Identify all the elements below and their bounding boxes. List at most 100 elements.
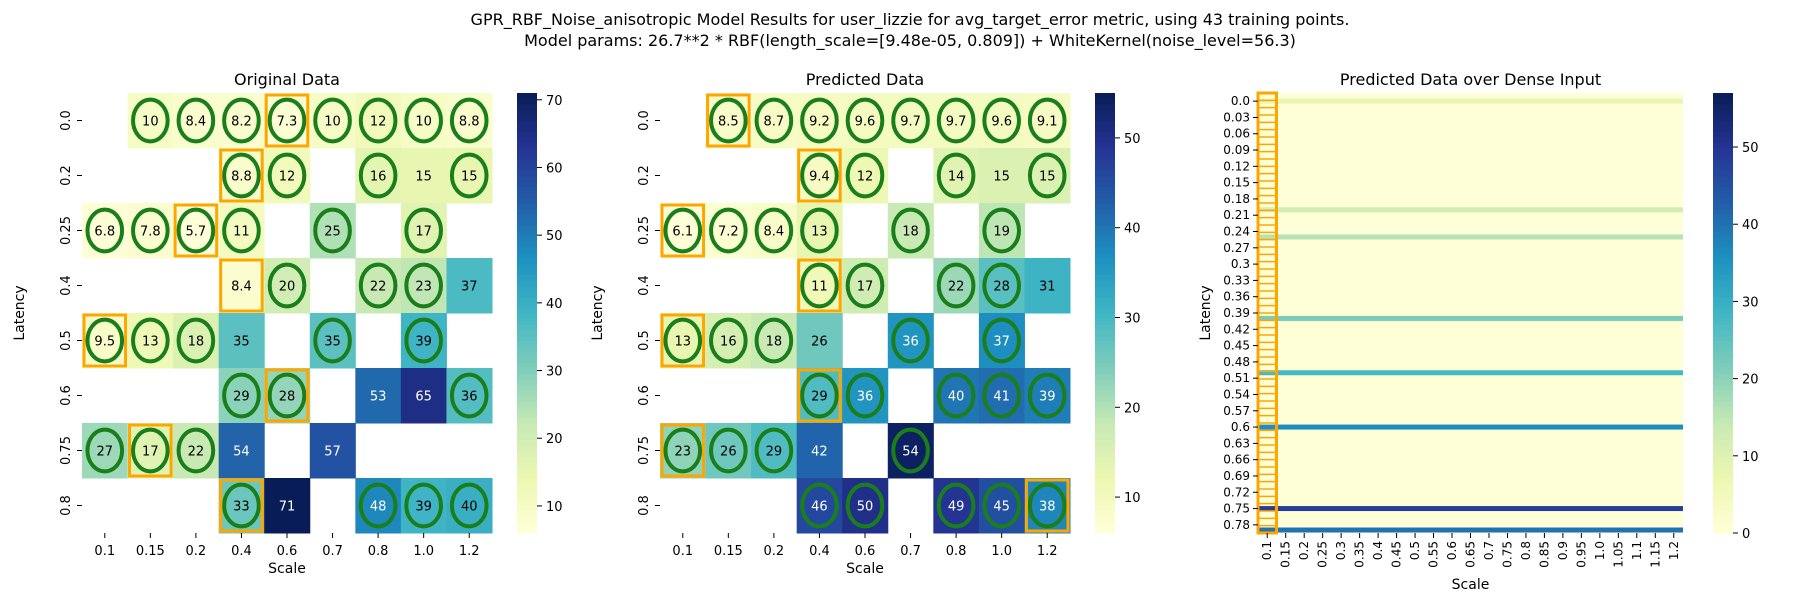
cell-value-label: 7.3 xyxy=(277,115,298,130)
training-point-circle xyxy=(222,97,261,144)
colorbar-segment xyxy=(1713,230,1733,237)
colorbar-segment xyxy=(1713,291,1733,298)
colorbar-segment xyxy=(517,379,537,386)
colorbar-segment xyxy=(1095,137,1115,144)
cell-value-label: 10 xyxy=(324,115,341,130)
x-tick-label: 0.2 xyxy=(1297,541,1311,560)
colorbar-segment xyxy=(1713,186,1733,193)
colorbar-segment xyxy=(517,516,537,523)
heatmap-cell xyxy=(218,258,265,314)
colorbar-segment xyxy=(1095,186,1115,193)
x-tick-label: 0.4 xyxy=(1371,541,1385,560)
training-point-circle xyxy=(936,372,976,419)
colorbar-segment xyxy=(1713,208,1733,215)
y-tick-label: 0.18 xyxy=(1223,192,1250,206)
colorbar-segment xyxy=(1713,142,1733,149)
heatmap-cell xyxy=(218,423,265,479)
training-point-circle xyxy=(313,207,352,254)
colorbar-segment xyxy=(1095,346,1115,353)
colorbar-segment xyxy=(1095,258,1115,265)
colorbar-segment xyxy=(517,170,537,177)
colorbar-segment xyxy=(1713,219,1733,226)
cell-value-label: 50 xyxy=(857,500,874,515)
cell-value-label: 36 xyxy=(902,335,919,350)
training-point-circle xyxy=(267,372,307,419)
cell-value-label: 9.5 xyxy=(94,335,115,350)
x-tick-label: 0.5 xyxy=(1408,541,1422,560)
colorbar-segment xyxy=(517,500,537,507)
colorbar-segment xyxy=(1095,247,1115,254)
colorbar-segment xyxy=(1095,225,1115,232)
cell-value-label: 33 xyxy=(233,500,250,515)
training-point-circle xyxy=(222,372,261,419)
colorbar-segment xyxy=(1713,307,1733,314)
colorbar-segment xyxy=(517,412,537,419)
colorbar-tick-label: 10 xyxy=(546,500,563,515)
colorbar-segment xyxy=(1095,175,1115,182)
cell-value-label: 36 xyxy=(461,390,478,405)
colorbar-segment xyxy=(1095,274,1115,281)
colorbar-segment xyxy=(1095,203,1115,210)
cell-value-label: 40 xyxy=(461,500,478,515)
cell-value-label: 48 xyxy=(370,500,387,515)
colorbar-segment xyxy=(517,478,537,485)
cell-value-label: 12 xyxy=(857,170,874,185)
y-tick-label: 0.72 xyxy=(1223,485,1250,499)
colorbar-segment xyxy=(517,351,537,358)
colorbar-segment xyxy=(517,318,537,325)
training-point-circle xyxy=(358,152,398,199)
colorbar-segment xyxy=(517,137,537,144)
colorbar-segment xyxy=(517,153,537,160)
y-tick-label: 0.36 xyxy=(1223,290,1250,304)
cell-value-label: 37 xyxy=(993,335,1010,350)
x-tick-label: 1.0 xyxy=(413,544,434,559)
heatmap-cell xyxy=(355,368,402,424)
colorbar-segment xyxy=(517,197,537,204)
colorbar-segment xyxy=(517,109,537,116)
training-point-circle xyxy=(982,97,1021,144)
colorbar-segment xyxy=(517,225,537,232)
cell-value-label: 16 xyxy=(720,335,737,350)
colorbar-segment xyxy=(517,269,537,276)
colorbar-segment xyxy=(517,208,537,215)
training-point-circle xyxy=(176,427,216,474)
colorbar-segment xyxy=(1713,428,1733,435)
colorbar-segment xyxy=(1713,351,1733,358)
x-tick-label: 1.2 xyxy=(459,544,480,559)
colorbar-segment xyxy=(517,142,537,149)
cell-value-label: 11 xyxy=(233,225,250,240)
cell-value-label: 29 xyxy=(766,445,783,460)
colorbar-segment xyxy=(1713,126,1733,133)
colorbar-segment xyxy=(1713,505,1733,512)
colorbar-segment xyxy=(1713,175,1733,182)
colorbar-segment xyxy=(517,280,537,287)
y-axis-label: Latency xyxy=(1198,285,1214,340)
colorbar-segment xyxy=(517,302,537,309)
colorbar-segment xyxy=(517,296,537,303)
cell-value-label: 42 xyxy=(811,445,828,460)
x-tick-label: 0.2 xyxy=(764,544,785,559)
cell-value-label: 35 xyxy=(324,335,341,350)
panel-1: Original Data 10 8.4 8.2 7.3 10 12 10 8.8 8.8 12 16… xyxy=(12,70,563,577)
colorbar-segment xyxy=(517,285,537,292)
x-tick-label: 0.35 xyxy=(1353,541,1367,568)
colorbar-segment xyxy=(1713,159,1733,166)
colorbar-segment xyxy=(1095,511,1115,518)
training-point-circle xyxy=(936,262,976,309)
colorbar-tick-label: 20 xyxy=(546,432,563,447)
colorbar-segment xyxy=(1095,467,1115,474)
training-point-circle xyxy=(449,97,489,144)
colorbar-segment xyxy=(1095,445,1115,452)
colorbar-tick-label: 50 xyxy=(1124,132,1141,147)
y-tick-label: 0.78 xyxy=(1223,518,1250,532)
training-point-circle xyxy=(845,97,885,144)
y-tick-label: 0.2 xyxy=(637,165,652,186)
training-point-circle xyxy=(1027,482,1067,529)
dense-band xyxy=(1258,527,1683,533)
colorbar-segment xyxy=(1713,511,1733,518)
x-tick-label: 1.1 xyxy=(1630,541,1644,560)
x-axis-label: Scale xyxy=(268,561,306,577)
colorbar-segment xyxy=(517,324,537,331)
y-axis-label: Latency xyxy=(12,285,28,340)
colorbar-segment xyxy=(1095,472,1115,479)
